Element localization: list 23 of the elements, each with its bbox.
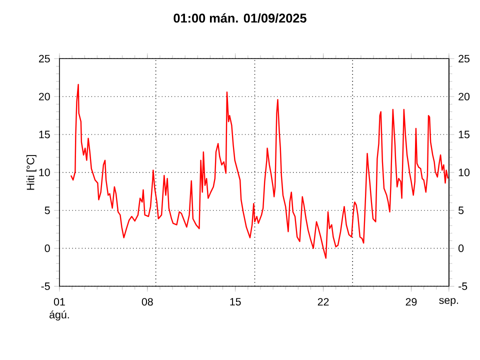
y-tick-label: 20 bbox=[38, 92, 50, 100]
y-tick-label: 5 bbox=[44, 206, 50, 214]
y2-tick-label: 25 bbox=[458, 54, 470, 62]
y2-tick-label: 20 bbox=[458, 92, 470, 100]
y2-tick-label: 10 bbox=[458, 168, 470, 176]
y2-tick-label: -5 bbox=[458, 282, 468, 290]
y2-tick-label: 0 bbox=[458, 244, 464, 252]
x-tick-label: sep. bbox=[439, 298, 458, 306]
y-tick-label: 0 bbox=[44, 244, 50, 252]
y-tick-label: -5 bbox=[41, 282, 50, 290]
y2-tick-label: 15 bbox=[458, 130, 470, 138]
x-tick-label: 29 bbox=[406, 298, 417, 306]
x-tick-label: 22 bbox=[318, 298, 329, 306]
y-tick-label: 10 bbox=[39, 168, 50, 176]
x-tick-label: 08 bbox=[142, 298, 153, 306]
x-tick-label: 01 ágú. bbox=[50, 298, 69, 321]
y-tick-label: 25 bbox=[38, 54, 50, 62]
line-series bbox=[70, 84, 448, 259]
y-axis-title: Hiti [°C] bbox=[26, 155, 36, 190]
chart-title: 01:00 mán. 01/09/2025 bbox=[174, 13, 306, 23]
x-tick-label: 15 bbox=[230, 298, 241, 306]
y-tick-label: 15 bbox=[39, 130, 50, 138]
y2-tick-label: 5 bbox=[458, 206, 464, 214]
